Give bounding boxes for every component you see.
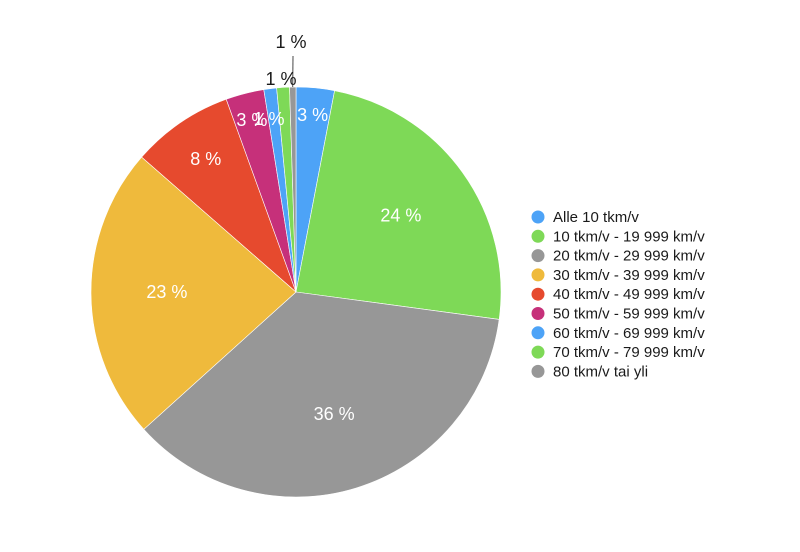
legend-marker-4 [531,268,545,282]
pie-slice-4 [90,156,297,430]
pie-slice-3 [143,291,500,498]
pie-data-label-1: 3 % [297,105,328,125]
legend-marker-9 [531,364,545,378]
legend-label-6: 50 tkm/v - 59 999 km/v [553,306,705,323]
legend-marker-7 [531,326,545,340]
legend-label-4: 30 tkm/v - 39 999 km/v [553,267,705,284]
pie-slice-2 [295,90,502,320]
pie-data-label-6: 3 % [236,110,267,130]
pie-data-labels: 3 %24 %36 %23 %8 %3 %1 %1 %1 % [146,32,421,424]
legend-label-9: 80 tkm/v tai yli [553,363,648,380]
legend-marker-2 [531,229,545,243]
pie-data-label-3: 36 % [314,404,355,424]
legend-label-5: 40 tkm/v - 49 999 km/v [553,286,705,303]
pie-data-label-7: 1 % [253,109,284,129]
legend-marker-1 [531,210,545,224]
legend-marker-5 [531,287,545,301]
pie-slice-5 [141,98,297,293]
pie-data-label-2: 24 % [380,205,421,225]
legend-marker-8 [531,345,545,359]
legend-label-1: Alle 10 tkm/v [553,209,639,226]
legend-marker-6 [531,307,545,320]
legend-label-7: 60 tkm/v - 69 999 km/v [553,325,705,342]
legend-label-8: 70 tkm/v - 79 999 km/v [553,344,705,361]
pie-data-label-8: 1 % [265,69,296,89]
pie-data-label-5: 8 % [190,149,221,169]
pie-data-label-4: 23 % [146,282,187,302]
legend-label-2: 10 tkm/v - 19 999 km/v [553,228,705,245]
legend-marker-3 [531,249,545,263]
legend: Alle 10 tkm/v 10 tkm/v - 19 999 km/v 20 tk… [531,209,705,380]
pie-data-label-9: 1 % [275,32,306,52]
legend-label-3: 20 tkm/v - 29 999 km/v [553,248,705,265]
pie-slices [90,86,502,498]
